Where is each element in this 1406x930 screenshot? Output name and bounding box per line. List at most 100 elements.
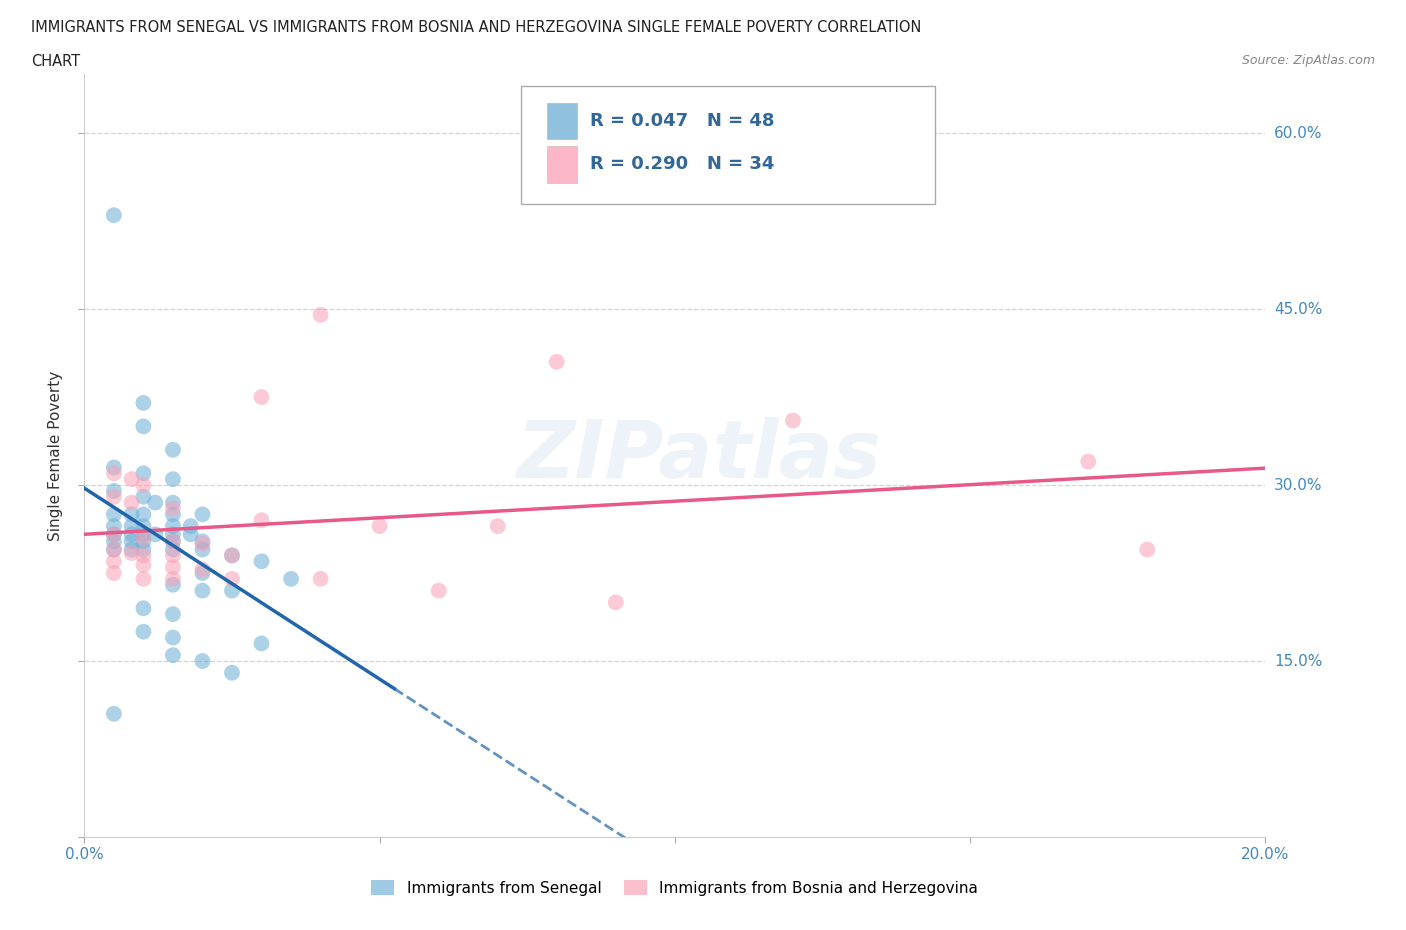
Point [132,395,155,410]
Point [180,527,202,542]
Point [427,583,450,598]
Point [132,519,155,534]
Text: Source: ZipAtlas.com: Source: ZipAtlas.com [1241,54,1375,67]
Point [486,519,509,534]
Point [143,527,166,542]
Point [162,519,184,534]
Point [132,527,155,542]
Point [162,527,184,542]
Point [162,548,184,563]
Point [103,519,125,534]
Point [132,418,155,433]
Point [162,542,184,557]
Text: 15.0%: 15.0% [1274,654,1322,669]
Point [191,534,214,549]
Point [121,527,143,542]
Point [103,207,125,222]
Point [103,534,125,549]
Point [103,527,125,542]
Point [132,489,155,504]
Point [103,489,125,504]
Point [132,542,155,557]
Point [1136,542,1159,557]
Point [191,654,214,669]
Text: 30.0%: 30.0% [1274,477,1322,493]
Point [132,548,155,563]
Point [605,595,627,610]
Point [546,354,568,369]
FancyBboxPatch shape [522,86,935,204]
Point [132,530,155,545]
Point [162,647,184,662]
Point [309,571,332,586]
Point [103,707,125,722]
Point [121,534,143,549]
Point [191,583,214,598]
Point [782,413,804,428]
Text: IMMIGRANTS FROM SENEGAL VS IMMIGRANTS FROM BOSNIA AND HERZEGOVINA SINGLE FEMALE : IMMIGRANTS FROM SENEGAL VS IMMIGRANTS FR… [31,20,921,35]
Point [191,542,214,557]
Text: R = 0.047   N = 48: R = 0.047 N = 48 [591,112,775,130]
Point [132,507,155,522]
Point [121,546,143,561]
Point [221,571,243,586]
Text: ZIPatlas: ZIPatlas [516,417,882,495]
Text: R = 0.290   N = 34: R = 0.290 N = 34 [591,155,775,173]
Point [121,495,143,510]
Point [162,571,184,586]
Point [162,560,184,575]
Point [250,554,273,569]
Point [132,601,155,616]
Text: 45.0%: 45.0% [1274,301,1322,316]
Point [280,571,302,586]
Point [180,519,202,534]
Legend: Immigrants from Senegal, Immigrants from Bosnia and Herzegovina: Immigrants from Senegal, Immigrants from… [366,873,984,902]
Point [250,390,273,405]
Point [162,507,184,522]
Point [191,537,214,551]
Point [103,542,125,557]
Point [162,534,184,549]
Point [103,460,125,475]
Point [162,443,184,458]
Point [191,507,214,522]
Point [121,542,143,557]
Point [162,534,184,549]
Point [103,565,125,580]
Point [221,665,243,680]
Point [368,519,391,534]
Text: 60.0%: 60.0% [1274,126,1322,140]
Point [132,557,155,572]
Point [132,534,155,549]
Point [143,495,166,510]
Point [191,565,214,580]
Point [121,519,143,534]
Point [250,636,273,651]
Point [103,484,125,498]
Point [132,478,155,493]
Point [1077,454,1099,469]
Point [103,507,125,522]
Point [103,554,125,569]
Point [132,466,155,481]
Point [103,466,125,481]
Point [103,542,125,557]
Point [162,472,184,486]
Text: CHART: CHART [31,54,80,69]
Point [221,583,243,598]
Point [162,631,184,645]
Point [250,512,273,527]
FancyBboxPatch shape [547,146,576,182]
Point [162,501,184,516]
Point [162,495,184,510]
Point [121,507,143,522]
Point [191,562,214,577]
FancyBboxPatch shape [547,102,576,140]
Point [309,308,332,323]
Point [162,606,184,621]
Point [121,472,143,486]
Point [162,578,184,592]
Y-axis label: Single Female Poverty: Single Female Poverty [48,370,63,541]
Point [103,527,125,542]
Point [132,624,155,639]
